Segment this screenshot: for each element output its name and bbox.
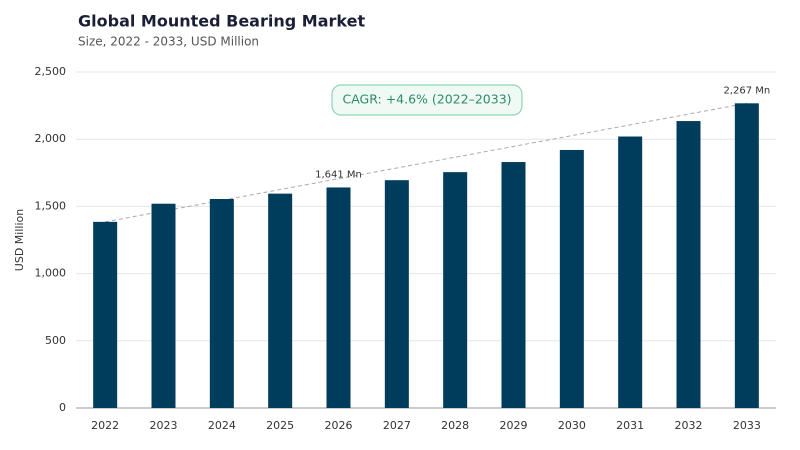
y-tick-label: 1,500 <box>35 199 67 212</box>
y-tick-label: 500 <box>45 334 66 347</box>
bar <box>326 187 351 408</box>
bars: 2022 2023 2024 2025 2026 1,641 Mn 2027 2028 2029… <box>91 85 770 432</box>
y-tick-label: 2,000 <box>35 132 67 145</box>
x-tick-label: 2032 <box>675 419 703 432</box>
annotation: CAGR: +4.6% (2022–2033) <box>342 92 511 107</box>
x-tick-label: 2025 <box>266 419 294 432</box>
x-tick-label: 2027 <box>383 419 411 432</box>
y-tick-label: 2,500 <box>35 65 67 78</box>
bar <box>443 172 468 408</box>
bar <box>618 136 643 408</box>
bar <box>501 162 526 408</box>
chart-subtitle: Size, 2022 - 2033, USD Million <box>78 35 259 49</box>
x-tick-label: 2033 <box>733 419 761 432</box>
bar <box>209 199 234 408</box>
y-tick-label: 1,000 <box>35 267 67 280</box>
bar <box>559 149 584 408</box>
y-tick-label: 0 <box>59 401 66 414</box>
x-tick-label: 2024 <box>208 419 236 432</box>
bar <box>384 180 409 408</box>
x-tick-label: 2022 <box>91 419 119 432</box>
x-tick-label: 2026 <box>325 419 353 432</box>
annotation-box <box>331 84 523 116</box>
x-tick-label: 2030 <box>558 419 586 432</box>
x-tick-label: 2029 <box>500 419 528 432</box>
bar <box>268 193 293 408</box>
bar <box>734 103 759 409</box>
bar <box>676 121 701 408</box>
x-tick-label: 2028 <box>441 419 469 432</box>
bar <box>151 203 176 408</box>
trend-line <box>105 102 747 223</box>
bar <box>93 221 118 408</box>
value-label: 2,267 Mn <box>723 85 770 96</box>
x-tick-label: 2023 <box>150 419 178 432</box>
value-label: 1,641 Mn <box>315 169 362 180</box>
y-axis-label: USD Million <box>13 209 26 271</box>
x-tick-label: 2031 <box>616 419 644 432</box>
chart-title: Global Mounted Bearing Market <box>78 12 365 31</box>
